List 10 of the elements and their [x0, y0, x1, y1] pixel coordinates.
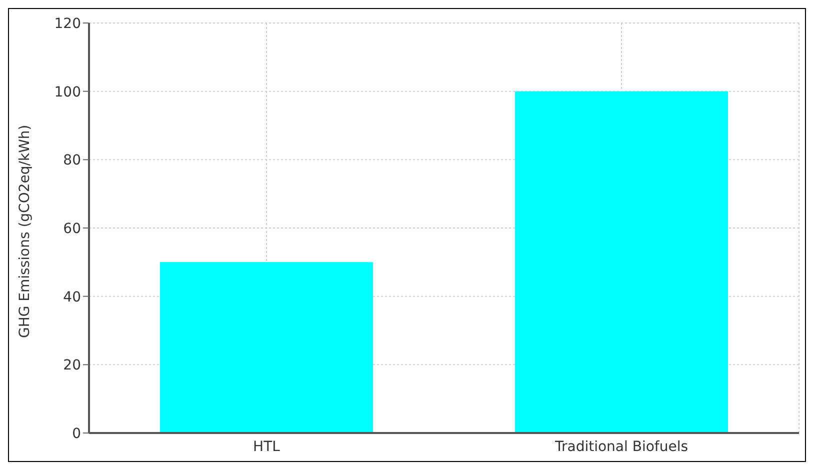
y-tick-label: 20 [63, 358, 81, 374]
y-tick-label: 0 [72, 426, 81, 442]
y-tick-label: 120 [54, 16, 81, 32]
x-tick-label: Traditional Biofuels [554, 438, 688, 455]
y-axis-title: GHG Emissions (gCO2eq/kWh) [16, 124, 33, 338]
y-tick-label: 100 [54, 84, 81, 100]
y-tick-label: 80 [63, 152, 81, 169]
x-tick-label: HTL [253, 438, 280, 455]
y-tick-label: 60 [63, 220, 81, 237]
y-tick-label: 40 [63, 289, 81, 306]
